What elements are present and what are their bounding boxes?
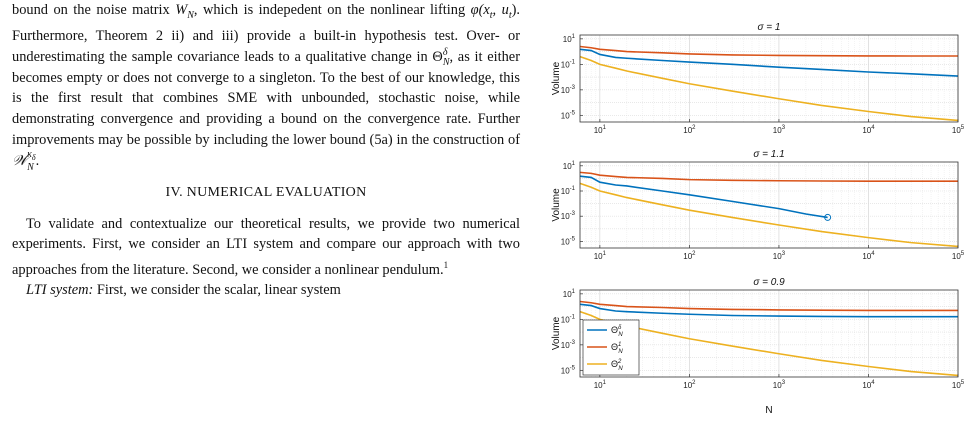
x-tick-label: 105 — [952, 251, 965, 261]
figure-volume-convergence: σ = 1 101 102 103 104 105 101 10-1 10-3 10-5 Volum… — [526, 0, 967, 420]
plot-area — [580, 290, 958, 377]
y-tick-label: 10-1 — [561, 314, 576, 324]
axes-frame — [579, 289, 959, 378]
subplot-title: σ = 0.9 — [753, 277, 785, 288]
x-tick-label: 103 — [773, 125, 786, 135]
y-axis-label: Volume — [551, 316, 562, 350]
y-tick-label: 10-3 — [561, 85, 576, 95]
section-heading: IV. NUMERICAL EVALUATION — [165, 185, 367, 201]
y-tick-label: 10-3 — [561, 340, 576, 350]
math-noise-matrix: WN — [175, 2, 194, 21]
series-line-3 — [579, 55, 959, 122]
subplot-2: σ = 1.1 101 102 103 104 105 101 10-1 10-3 10-5 Vol… — [551, 149, 965, 261]
plot-area — [580, 162, 958, 248]
text-span: , which is indepedent on the nonlinear l… — [193, 2, 471, 18]
y-axis-label: Volume — [551, 188, 562, 222]
series-line-1 — [579, 48, 959, 77]
figure-svg: σ = 1 101 102 103 104 105 101 10-1 10-3 10-5 Volum… — [551, 22, 965, 416]
paragraph-lead: LTI system: — [26, 282, 94, 299]
series-line-2 — [579, 45, 958, 57]
legend: Θδ N Θ1 N Θ2 N — [582, 319, 640, 376]
y-tick-label: 101 — [563, 289, 576, 299]
y-tick-label: 101 — [563, 34, 576, 44]
text-span: , as it either becomes empty or does not… — [12, 49, 520, 148]
y-tick-label: 10-5 — [561, 365, 576, 375]
x-tick-label: 103 — [773, 380, 786, 390]
y-tick-label: 10-1 — [561, 59, 576, 69]
x-tick-label: 105 — [952, 125, 965, 135]
text-span: bound on the noise matrix — [12, 2, 176, 18]
y-tick-label: 10-1 — [561, 186, 576, 196]
y-tick-label: 10-5 — [561, 236, 576, 246]
x-tick-label: 104 — [862, 251, 875, 261]
plot-area — [580, 35, 958, 122]
y-axis-label: Volume — [551, 61, 562, 95]
series-line-1 — [579, 175, 828, 219]
text-span: . Furthermore, Theorem 2 ii) and iii) pr… — [12, 2, 520, 66]
series-line-3 — [579, 310, 959, 377]
subplot-title: σ = 1.1 — [753, 149, 784, 160]
series-line-2 — [579, 171, 958, 182]
paragraph-lti-system: LTI system: First, we consider the scala… — [26, 282, 341, 299]
series-line-3 — [579, 182, 959, 248]
series-line-2 — [579, 300, 958, 312]
grid — [579, 290, 959, 377]
x-tick-label: 101 — [594, 125, 607, 135]
legend-entry: Θ2 N — [611, 359, 623, 372]
axes-frame — [579, 161, 959, 249]
subplot-1: σ = 1 101 102 103 104 105 101 10-1 10-3 10-5 Volum… — [551, 22, 965, 135]
math-lifting: φ(xt, ut) — [470, 2, 517, 21]
x-tick-label: 105 — [952, 380, 965, 390]
legend-entry: Θδ N — [611, 325, 623, 338]
text-column: bound on the noise matrix WN, which is i… — [12, 0, 520, 301]
x-tick-label: 104 — [862, 125, 875, 135]
x-axis-label: N — [765, 405, 772, 416]
y-tick-label: 101 — [563, 161, 576, 171]
y-tick-label: 10-3 — [561, 211, 576, 221]
legend-entry: Θ1 N — [611, 342, 623, 355]
x-tick-label: 102 — [683, 380, 696, 390]
divergence-marker — [824, 213, 832, 221]
subplot-title: σ = 1 — [758, 22, 781, 33]
paragraph-theorem-discussion: bound on the noise matrix WN, which is i… — [12, 2, 520, 174]
x-tick-label: 102 — [683, 251, 696, 261]
x-tick-label: 101 — [594, 251, 607, 261]
x-tick-label: 103 — [773, 251, 786, 261]
series-line-1 — [579, 303, 958, 318]
paragraph-numerical-intro: To validate and contextualize our theore… — [12, 215, 520, 278]
subplot-3: σ = 0.9 101 102 103 104 105 101 10-1 10-3 10-5 Vol… — [551, 277, 965, 390]
x-tick-label: 104 — [862, 380, 875, 390]
footnote-mark: 1 — [443, 259, 449, 270]
x-tick-label: 101 — [594, 380, 607, 390]
y-tick-label: 10-5 — [561, 110, 576, 120]
axes-frame — [579, 34, 959, 123]
x-tick-label: 102 — [683, 125, 696, 135]
